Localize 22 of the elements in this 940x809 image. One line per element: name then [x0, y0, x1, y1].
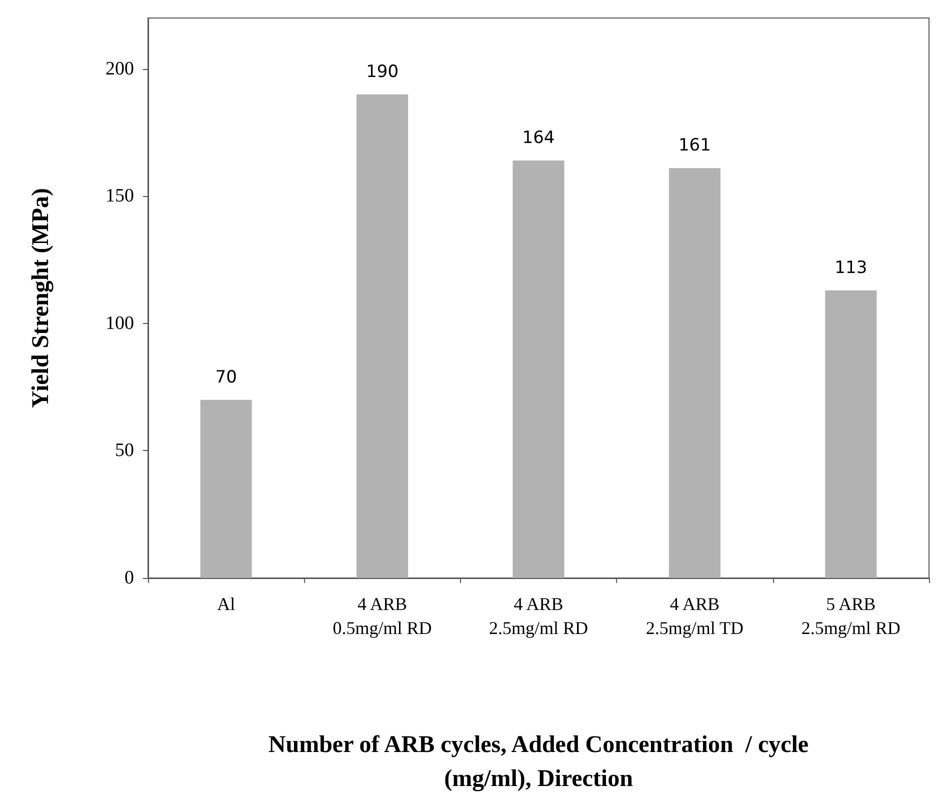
y-tick-label: 50: [115, 440, 134, 462]
x-tick-label: 4 ARB 2.5mg/ml RD: [488, 594, 588, 638]
y-axis-title: Yield Strenght (MPa): [28, 188, 54, 408]
x-tick-label: 4 ARB 2.5mg/ml TD: [646, 594, 744, 638]
bar: [668, 168, 720, 578]
x-tick-label: Al: [217, 594, 236, 614]
x-tick-label: 4 ARB 0.5mg/ml RD: [332, 594, 432, 638]
bar: [825, 290, 877, 578]
y-tick-label: 150: [106, 186, 134, 207]
y-tick-label: 200: [106, 58, 134, 80]
x-tick-label: 5 ARB 2.5mg/ml RD: [801, 594, 900, 638]
data-label: 190: [366, 62, 399, 82]
data-label: 113: [834, 258, 868, 278]
y-tick-label: 0: [124, 568, 134, 588]
data-label: 70: [215, 367, 237, 388]
bar: [512, 160, 564, 578]
data-label: 161: [678, 136, 711, 156]
bar: [356, 94, 408, 578]
y-tick-label: 100: [106, 312, 134, 334]
data-label: 164: [522, 128, 555, 148]
x-axis-title: Number of ARB cycles, Added Concentration / cycle (mg/ml), Direction: [268, 732, 809, 792]
bar: [200, 400, 252, 578]
